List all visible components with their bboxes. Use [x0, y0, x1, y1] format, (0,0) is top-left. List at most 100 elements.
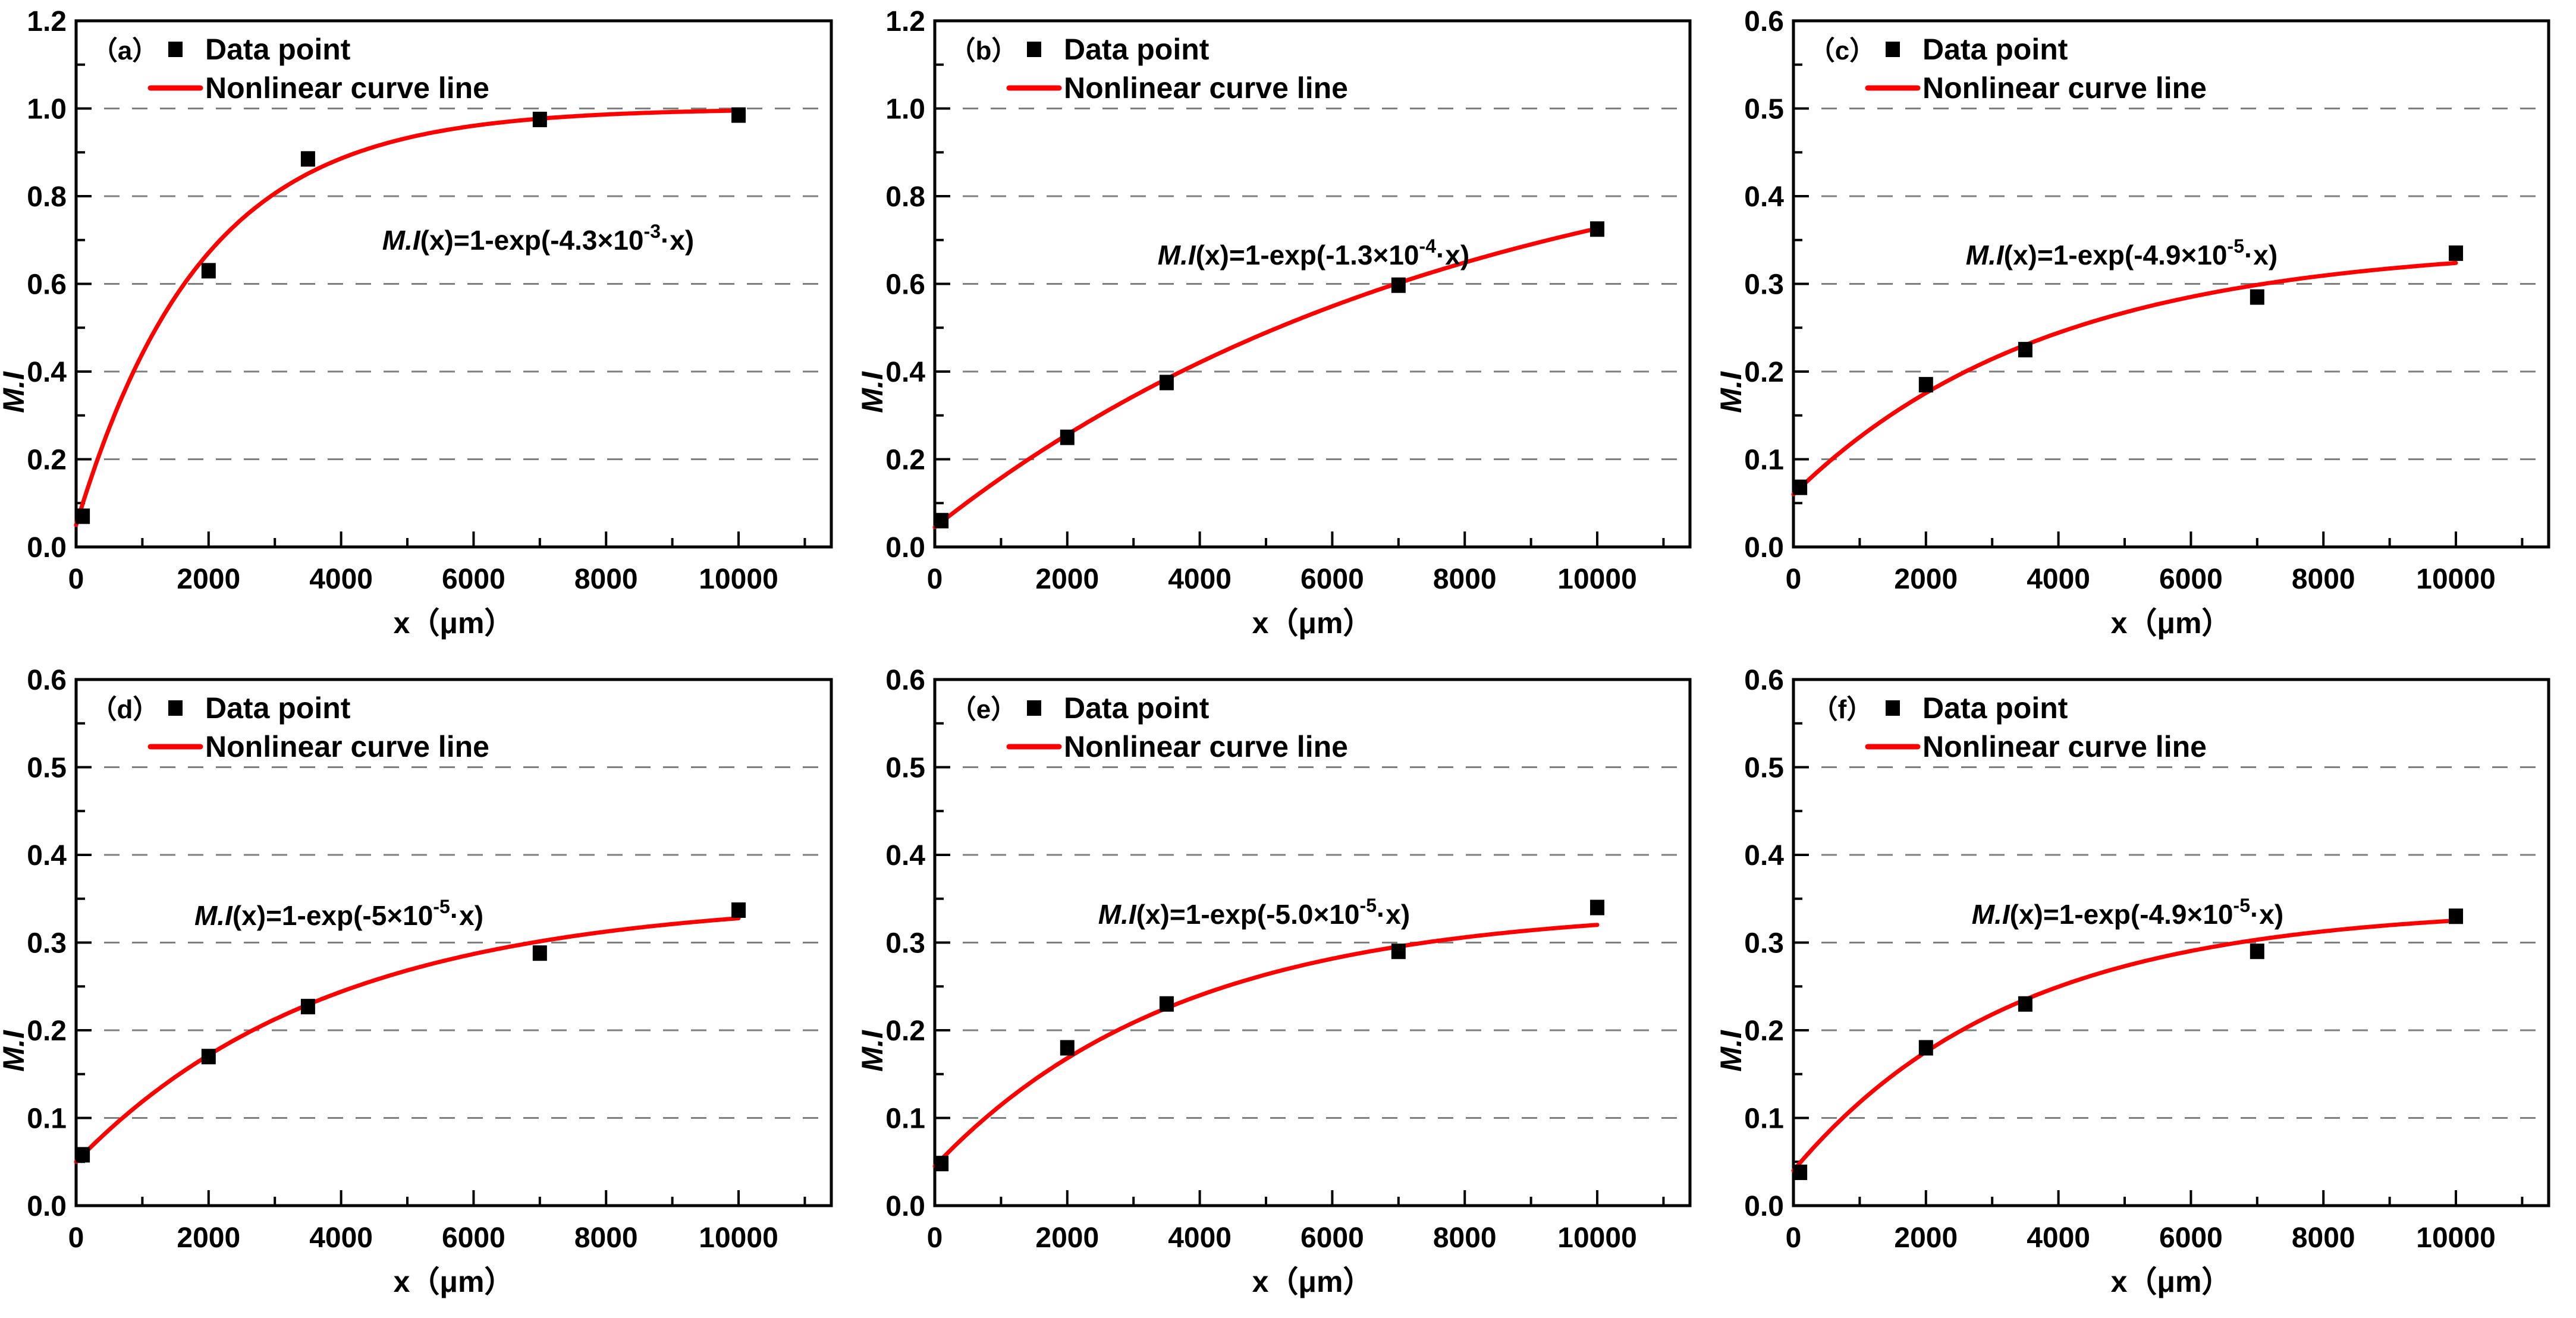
x-tick-label: 8000 [574, 564, 638, 595]
x-tick-label: 2000 [177, 564, 240, 595]
x-tick-label: 0 [1786, 564, 1802, 595]
x-tick-label: 4000 [2027, 564, 2090, 595]
chart-panel-f: 0.0 0.1 0.2 0.3 0.4 0.5 0.6 0 2000 4000 6000 8000 10… [1717, 665, 2550, 1298]
y-tick-label: 0.4 [1744, 840, 1784, 872]
data-point-marker [532, 945, 547, 961]
y-axis-title: M.I [0, 1030, 30, 1072]
data-point-marker [201, 1049, 216, 1065]
legend-label-data-point: Data point [1064, 691, 1210, 725]
legend-label-data-point: Data point [205, 691, 351, 725]
x-tick-label: 2000 [1894, 1222, 1958, 1254]
x-tick-label: 6000 [442, 564, 505, 595]
nonlinear-curve-line [1791, 918, 2458, 1173]
fit-equation: M.I(x)=1-exp(-4.9×10-5·x) [1966, 235, 2277, 270]
y-tick-label: 0.2 [27, 1015, 67, 1047]
panel-tag: （b） [950, 36, 1018, 65]
legend-label-data-point: Data point [1064, 33, 1210, 66]
y-tick-label: 0.2 [885, 445, 925, 476]
y-tick-label: 0.3 [885, 928, 925, 960]
nonlinear-curve-line [74, 916, 741, 1164]
y-tick-label: 0.8 [885, 181, 925, 213]
panel-tag: （a） [92, 36, 158, 65]
legend-marker-square [1027, 42, 1041, 57]
x-tick-label: 8000 [1433, 564, 1497, 595]
panel-tag: （e） [950, 695, 1017, 724]
y-tick-label: 0.0 [885, 532, 925, 564]
y-tick-label: 0.0 [1744, 1191, 1784, 1222]
y-axis-title: M.I [1717, 1030, 1748, 1072]
x-tick-label: 4000 [1168, 564, 1232, 595]
x-axis-title: x（μm） [2111, 606, 2232, 640]
y-axis-title: M.I [0, 371, 30, 413]
panel-b: 0.0 0.2 0.4 0.6 0.8 1.0 1.2 0 2000 4000 6000 8000 10… [859, 0, 1717, 659]
data-point-marker [1590, 899, 1605, 916]
y-tick-label: 0.3 [1744, 269, 1784, 301]
y-tick-label: 0.2 [885, 1015, 925, 1047]
data-point-marker [731, 107, 746, 123]
x-tick-label: 8000 [574, 1222, 638, 1254]
chart-panel-b: 0.0 0.2 0.4 0.6 0.8 1.0 1.2 0 2000 4000 6000 8000 10… [859, 6, 1692, 640]
data-point-marker [1793, 479, 1808, 495]
data-point-marker [2018, 996, 2032, 1012]
data-point-marker [76, 1147, 90, 1163]
y-tick-label: 0.1 [27, 1103, 67, 1135]
x-tick-label: 0 [927, 1222, 943, 1254]
legend-label-curve-line: Nonlinear curve line [205, 71, 489, 105]
y-tick-label: 0.6 [885, 269, 925, 301]
y-tick-label: 0.2 [1744, 1015, 1784, 1047]
x-tick-label: 2000 [1035, 1222, 1099, 1254]
x-tick-label: 6000 [1300, 564, 1364, 595]
data-point-marker [201, 263, 216, 279]
y-tick-label: 0.6 [885, 665, 925, 696]
y-tick-label: 0.4 [27, 357, 67, 388]
y-tick-label: 0.1 [1744, 445, 1784, 476]
nonlinear-curve-line [74, 108, 741, 527]
x-tick-label: 4000 [2027, 1222, 2090, 1254]
x-tick-label: 6000 [1300, 1222, 1364, 1254]
legend-label-curve-line: Nonlinear curve line [1064, 71, 1348, 105]
data-point-marker [2449, 245, 2464, 261]
y-tick-label: 0.2 [27, 445, 67, 476]
x-axis-title: x（μm） [394, 606, 514, 640]
y-tick-label: 0.4 [1744, 181, 1784, 213]
y-tick-label: 0.5 [885, 753, 925, 784]
y-tick-label: 0.4 [885, 840, 925, 872]
legend-label-data-point: Data point [205, 33, 351, 66]
panel-tag: （d） [91, 695, 159, 724]
chart-panel-d: 0.0 0.1 0.2 0.3 0.4 0.5 0.6 0 2000 4000 6000 8000 10… [0, 665, 833, 1298]
y-axis-title: M.I [859, 1030, 889, 1072]
x-tick-label: 2000 [1035, 564, 1099, 595]
panel-f: 0.0 0.1 0.2 0.3 0.4 0.5 0.6 0 2000 4000 6000 8000 10… [1717, 659, 2576, 1317]
data-point-marker [1918, 1040, 1933, 1056]
x-tick-label: 6000 [442, 1222, 505, 1254]
x-tick-label: 10000 [2416, 564, 2495, 595]
legend-label-data-point: Data point [1922, 691, 2068, 725]
x-tick-label: 8000 [2292, 1222, 2355, 1254]
y-tick-label: 0.4 [27, 840, 67, 872]
x-tick-label: 2000 [177, 1222, 240, 1254]
panel-e: 0.0 0.1 0.2 0.3 0.4 0.5 0.6 0 2000 4000 6000 8000 10… [859, 659, 1717, 1317]
x-tick-label: 0 [68, 1222, 84, 1254]
x-tick-label: 6000 [2159, 1222, 2223, 1254]
y-tick-label: 1.2 [27, 6, 67, 37]
panel-d: 0.0 0.1 0.2 0.3 0.4 0.5 0.6 0 2000 4000 6000 8000 10… [0, 659, 859, 1317]
y-tick-label: 0.5 [27, 753, 67, 784]
y-tick-label: 1.0 [885, 94, 925, 125]
x-axis-title: x（μm） [1252, 606, 1373, 640]
data-point-marker [2018, 342, 2032, 358]
x-tick-label: 8000 [1433, 1222, 1497, 1254]
y-tick-label: 0.3 [1744, 928, 1784, 960]
x-tick-label: 10000 [699, 564, 778, 595]
y-tick-label: 0.0 [885, 1191, 925, 1222]
data-point-marker [934, 512, 949, 529]
y-tick-label: 1.0 [27, 94, 67, 125]
x-tick-label: 6000 [2159, 564, 2223, 595]
data-point-marker [1391, 277, 1406, 293]
fit-equation: M.I(x)=1-exp(-1.3×10-4·x) [1158, 235, 1469, 270]
y-tick-label: 1.2 [885, 6, 925, 37]
data-point-marker [532, 111, 547, 127]
fit-equation: M.I(x)=1-exp(-5×10-5·x) [194, 896, 483, 931]
data-point-marker [1391, 943, 1406, 960]
data-point-marker [300, 151, 315, 167]
